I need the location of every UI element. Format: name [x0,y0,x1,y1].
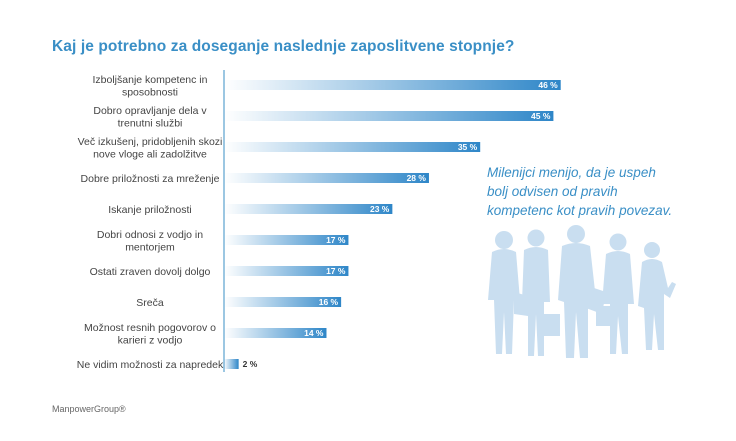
bar [224,173,429,183]
quote-line-3: kompetenc kot pravih povezav. [487,203,673,218]
bar-value-label: 17 % [326,235,346,245]
bar [224,80,561,90]
bar [224,328,327,338]
bar [224,266,349,276]
bar-value-label: 23 % [370,204,390,214]
category-label: Možnost resnih pogovorov o karieri z vodj… [84,322,216,347]
bar-value-label: 28 % [407,173,427,183]
bar [224,111,554,121]
bar [224,235,349,245]
category-label: Iskanje priložnosti [108,204,191,216]
category-label: Dobro opravljanje dela v trenutni službi [93,105,207,130]
quote-line-2: bolj odvisen od pravih [487,184,618,199]
category-label: Ne vidim možnosti za napredek [77,359,224,371]
bar-value-label: 2 % [243,359,258,369]
footer-brand: ManpowerGroup® [52,404,126,414]
category-label: Izboljšanje kompetenc in sposobnosti [93,74,208,99]
bar-value-label: 35 % [458,142,478,152]
quote-line-1: Milenijci menijo, da je uspeh [487,165,656,180]
bar [224,204,393,214]
category-label: Dobre priložnosti za mreženje [81,173,220,185]
bar [224,359,239,369]
category-label: Več izkušenj, pridobljenih skozi nove vlo… [78,136,223,161]
quote-text: Milenijci menijo, da je uspeh bolj odvis… [487,163,727,220]
bar-value-label: 46 % [538,80,558,90]
category-label: Sreča [136,297,164,309]
bar-value-label: 14 % [304,328,324,338]
bar-value-label: 16 % [319,297,339,307]
category-label: Dobri odnosi z vodjo in mentorjem [97,229,203,254]
bar-value-label: 45 % [531,111,551,121]
category-label: Ostati zraven dovolj dolgo [90,266,211,278]
people-silhouettes-illustration [488,225,676,358]
bar [224,297,342,307]
bar-value-label: 17 % [326,266,346,276]
bar [224,142,481,152]
chart-title: Kaj je potrebno za doseganje naslednje z… [52,38,515,55]
